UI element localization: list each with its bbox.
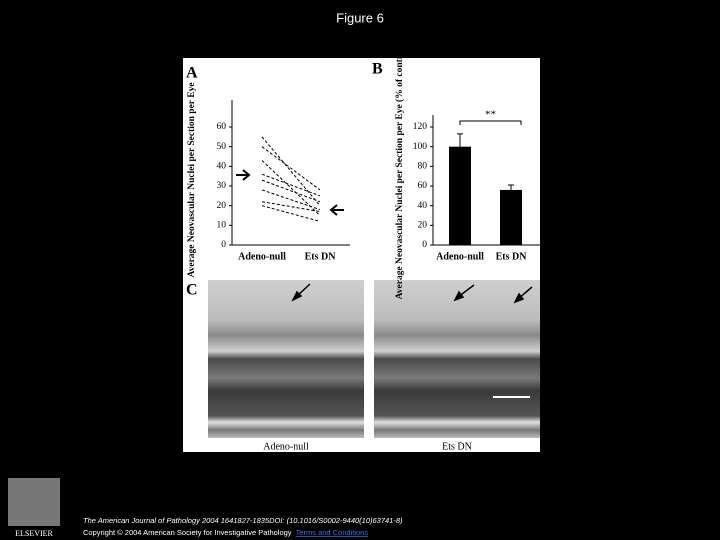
y-tick-label: 50 <box>217 142 227 152</box>
error-bar <box>508 184 514 190</box>
logo-image <box>8 478 60 526</box>
logo-text: ELSEVIER <box>15 529 53 538</box>
x-tick-label: Adeno-null <box>238 251 286 262</box>
y-tick-label: 20 <box>217 201 227 211</box>
y-tick-label: 40 <box>217 162 227 172</box>
error-bar <box>457 133 463 147</box>
y-tick-label: 40 <box>418 201 428 211</box>
data-line <box>261 136 321 206</box>
y-tick-label: 0 <box>221 240 226 250</box>
y-tick-label: 60 <box>418 181 428 191</box>
y-tick-label: 100 <box>413 142 428 152</box>
y-tick-label: 120 <box>413 122 428 132</box>
data-line <box>261 173 321 197</box>
y-tick-label: 30 <box>217 181 227 191</box>
data-line <box>261 205 321 222</box>
y-tick-label: 20 <box>418 221 428 231</box>
panel-label: C <box>186 282 198 299</box>
panel-label: B <box>372 61 383 78</box>
bar <box>449 146 471 245</box>
x-tick-label: Adeno-null <box>436 251 484 262</box>
bar <box>500 189 522 245</box>
x-tick-label: Ets DN <box>305 251 337 262</box>
y-tick-label: 10 <box>217 221 227 231</box>
panel-label: A <box>186 65 198 82</box>
copyright: Copyright © 2004 American Society for In… <box>83 528 292 537</box>
slide-title: Figure 6 <box>336 10 384 25</box>
x-tick-label: Ets DN <box>496 251 528 262</box>
y-tick-label: 0 <box>422 240 427 250</box>
micrograph <box>374 280 540 438</box>
y-axis-label: Average Neovascular Nuclei per Section p… <box>394 45 405 300</box>
data-line <box>261 179 321 203</box>
y-tick-label: 80 <box>418 162 428 172</box>
arrow <box>236 169 251 181</box>
y-tick-label: 60 <box>217 122 227 132</box>
image-caption: Adeno-null <box>263 441 309 452</box>
image-caption: Ets DN <box>442 441 472 452</box>
annotation-arrows <box>291 283 533 304</box>
data-line <box>261 189 321 211</box>
y-axis-label: Average Neovascular Nuclei per Section p… <box>187 82 197 277</box>
micrograph <box>208 280 364 438</box>
annotation: ** <box>485 109 496 121</box>
data-line <box>261 146 321 191</box>
citation: The American Journal of Pathology 2004 1… <box>83 516 403 525</box>
terms-link[interactable]: Terms and Conditions <box>296 528 369 537</box>
significance-bracket <box>459 120 522 125</box>
arrow <box>329 204 344 216</box>
